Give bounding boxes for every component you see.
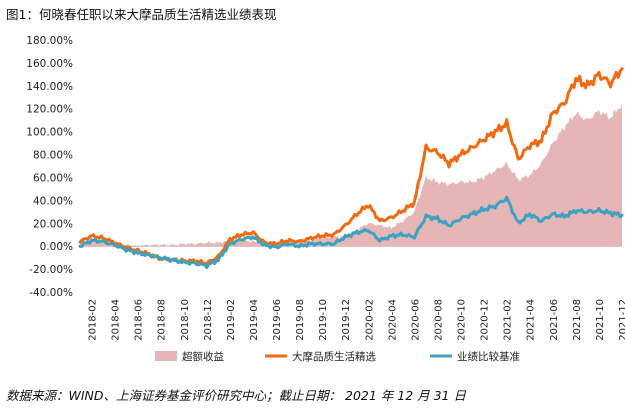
- x-tick-label: 2018-06: [134, 299, 145, 341]
- y-tick-label: 60.00%: [33, 172, 73, 184]
- x-tick-label: 2018-04: [111, 299, 122, 341]
- series-line-benchmark: [78, 195, 624, 269]
- y-tick-label: 140.00%: [26, 81, 73, 93]
- x-tick-label: 2021-12: [618, 299, 625, 341]
- legend: 超额收益 大摩品质生活精选 业绩比较基准: [155, 350, 520, 363]
- axes: -40.00% -20.00% 0.00% 20.00% 40.00% 60.00% 80.…: [26, 35, 625, 341]
- x-tick-label: 2020-08: [433, 299, 444, 341]
- x-tick-label: 2019-04: [249, 299, 260, 341]
- x-tick-label: 2019-12: [341, 299, 352, 341]
- legend-swatch-excess-return: [155, 351, 177, 361]
- performance-chart: -40.00% -20.00% 0.00% 20.00% 40.00% 60.00% 80.…: [26, 35, 625, 363]
- x-tick-label: 2021-06: [549, 299, 560, 341]
- x-tick-label: 2019-10: [318, 299, 329, 341]
- y-tick-label: 160.00%: [26, 58, 73, 70]
- plot-area: [78, 67, 624, 269]
- data-source-note: 数据来源：WIND、上海证券基金评价研究中心；截止日期： 2021 年 12 月…: [6, 388, 466, 403]
- x-tick-label: 2020-06: [410, 299, 421, 341]
- y-tick-label: 100.00%: [26, 127, 73, 139]
- x-tick-label: 2018-02: [88, 299, 99, 341]
- series-area-excess-return: [80, 104, 622, 248]
- y-tick-label: 120.00%: [26, 104, 73, 116]
- x-tick-label: 2021-10: [595, 299, 606, 341]
- x-tick-label: 2020-10: [457, 299, 468, 341]
- y-tick-label: -40.00%: [29, 287, 73, 299]
- x-tick-label: 2021-08: [572, 299, 583, 341]
- x-tick-label: 2019-02: [226, 299, 237, 341]
- y-tick-label: 20.00%: [33, 218, 73, 230]
- x-tick-label: 2018-08: [157, 299, 168, 341]
- x-tick-label: 2018-12: [203, 299, 214, 341]
- y-tick-label: 180.00%: [26, 35, 73, 47]
- x-tick-label: 2020-04: [387, 299, 398, 341]
- legend-label: 业绩比较基准: [457, 350, 520, 363]
- figure-title: 图1：何晓春任职以来大摩品质生活精选业绩表现: [6, 7, 277, 22]
- x-tick-label: 2021-02: [503, 299, 514, 341]
- y-tick-label: 0.00%: [40, 241, 73, 253]
- y-tick-label: -20.00%: [29, 264, 73, 276]
- x-tick-label: 2021-04: [526, 299, 537, 341]
- x-tick-label: 2018-10: [180, 299, 191, 341]
- legend-label: 大摩品质生活精选: [292, 350, 376, 363]
- x-tick-label: 2020-12: [480, 299, 491, 341]
- legend-label: 超额收益: [182, 350, 224, 363]
- x-tick-label: 2020-02: [364, 299, 375, 341]
- y-tick-label: 40.00%: [33, 195, 73, 207]
- y-tick-label: 80.00%: [33, 150, 73, 162]
- x-tick-label: 2019-06: [272, 299, 283, 341]
- x-tick-label: 2019-08: [295, 299, 306, 341]
